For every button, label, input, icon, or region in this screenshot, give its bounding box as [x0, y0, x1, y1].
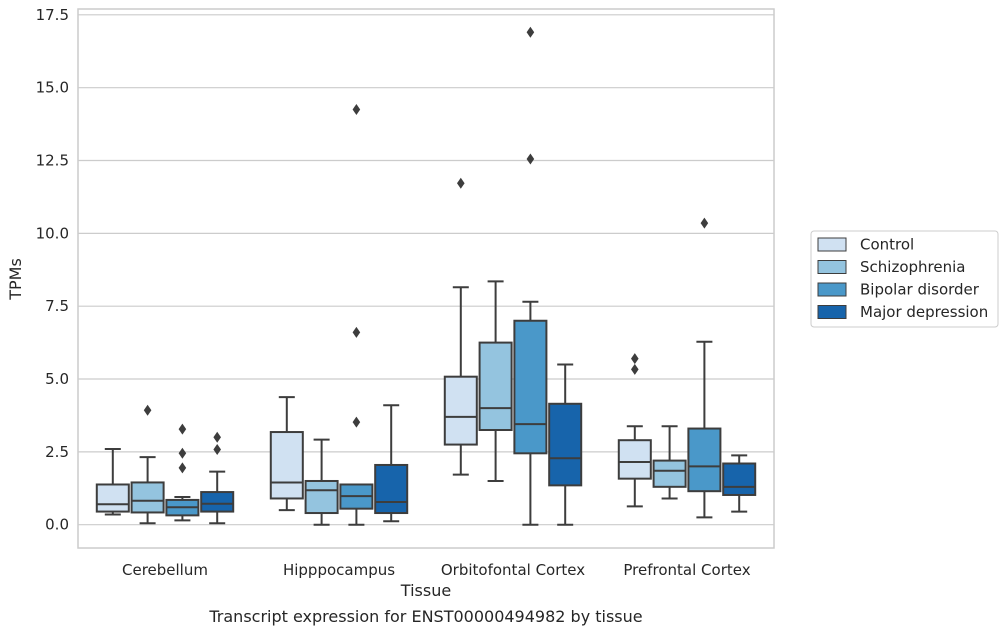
box-iqr: [443, 375, 478, 446]
box-iqr: [722, 462, 757, 496]
legend-label: Control: [860, 236, 914, 254]
y-tick-label: 2.5: [45, 443, 69, 461]
box-iqr: [304, 479, 339, 515]
outlier-point: [631, 363, 639, 375]
outlier-point: [352, 326, 361, 338]
legend-swatch: [817, 305, 847, 319]
chart-caption: Transcript expression for ENST0000049498…: [208, 607, 642, 626]
box-major-depression: [548, 363, 583, 526]
outlier-point: [352, 416, 361, 428]
x-tick-label: Orbitofontal Cortex: [441, 561, 585, 579]
box-schizophrenia: [478, 280, 513, 482]
box-iqr: [130, 481, 165, 514]
box-iqr: [95, 483, 130, 513]
y-tick-label: 12.5: [36, 152, 69, 170]
box-major-depression: [200, 431, 235, 525]
outlier-point: [457, 177, 465, 189]
box-iqr: [617, 439, 652, 480]
x-axis-ticks: Cerebellum Hipppocampus Orbitofontal Corte…: [122, 561, 751, 579]
box-iqr: [374, 463, 409, 515]
box-control: [443, 177, 478, 476]
outlier-point: [352, 104, 361, 116]
legend-swatch: [817, 282, 847, 297]
y-tick-label: 17.5: [36, 6, 69, 24]
box-schizophrenia: [304, 438, 339, 526]
box-iqr: [548, 402, 583, 487]
outlier-point: [700, 217, 709, 229]
legend-frame: [810, 230, 999, 328]
outlier-point: [526, 153, 535, 165]
boxes: [95, 26, 757, 526]
outlier-point: [213, 431, 221, 443]
box-schizophrenia: [652, 425, 687, 500]
legend-swatch: [817, 260, 847, 274]
box-iqr: [513, 319, 548, 455]
legend-label: Bipolar disorder: [860, 281, 980, 299]
box-bipolar-disorder: [339, 104, 374, 526]
box-iqr: [478, 341, 513, 432]
box-iqr: [652, 459, 687, 488]
box-schizophrenia: [130, 404, 165, 525]
y-axis-ticks: 0.0 2.5 5.0 7.5 10.0 12.5 15.0 17.5: [36, 6, 69, 534]
outlier-point: [178, 462, 187, 474]
y-tick-label: 10.0: [36, 224, 69, 242]
outlier-point: [526, 26, 535, 38]
x-tick-label: Hipppocampus: [283, 561, 395, 579]
box-major-depression: [374, 404, 409, 523]
box-bipolar-disorder: [165, 423, 200, 522]
legend-label: Schizophrenia: [860, 258, 965, 276]
outlier-point: [178, 447, 187, 459]
plot-area-frame: [77, 8, 775, 549]
x-axis-label: Tissue: [400, 581, 451, 600]
legend-swatch: [817, 237, 847, 252]
legend-label: Major depression: [860, 303, 988, 321]
x-tick-label: Cerebellum: [122, 561, 208, 579]
outlier-point: [143, 404, 152, 416]
box-iqr: [687, 427, 722, 493]
y-tick-label: 5.0: [45, 370, 69, 388]
box-bipolar-disorder: [513, 26, 548, 526]
outlier-point: [631, 353, 639, 365]
box-major-depression: [722, 454, 757, 513]
box-control: [95, 447, 130, 516]
box-control: [617, 353, 652, 508]
legend: Control Schizophrenia Bipolar disorder Majo…: [810, 230, 999, 328]
y-axis-label: TPMs: [6, 258, 25, 301]
x-tick-label: Prefrontal Cortex: [623, 561, 750, 579]
outlier-point: [178, 423, 187, 435]
outlier-point: [213, 444, 221, 456]
box-iqr: [269, 431, 304, 500]
y-tick-label: 7.5: [45, 297, 69, 315]
y-tick-label: 0.0: [45, 516, 69, 534]
box-bipolar-disorder: [687, 217, 722, 519]
box-control: [269, 396, 304, 512]
box-iqr: [200, 491, 235, 513]
y-tick-label: 15.0: [36, 79, 69, 97]
grid-lines: [78, 14, 774, 526]
